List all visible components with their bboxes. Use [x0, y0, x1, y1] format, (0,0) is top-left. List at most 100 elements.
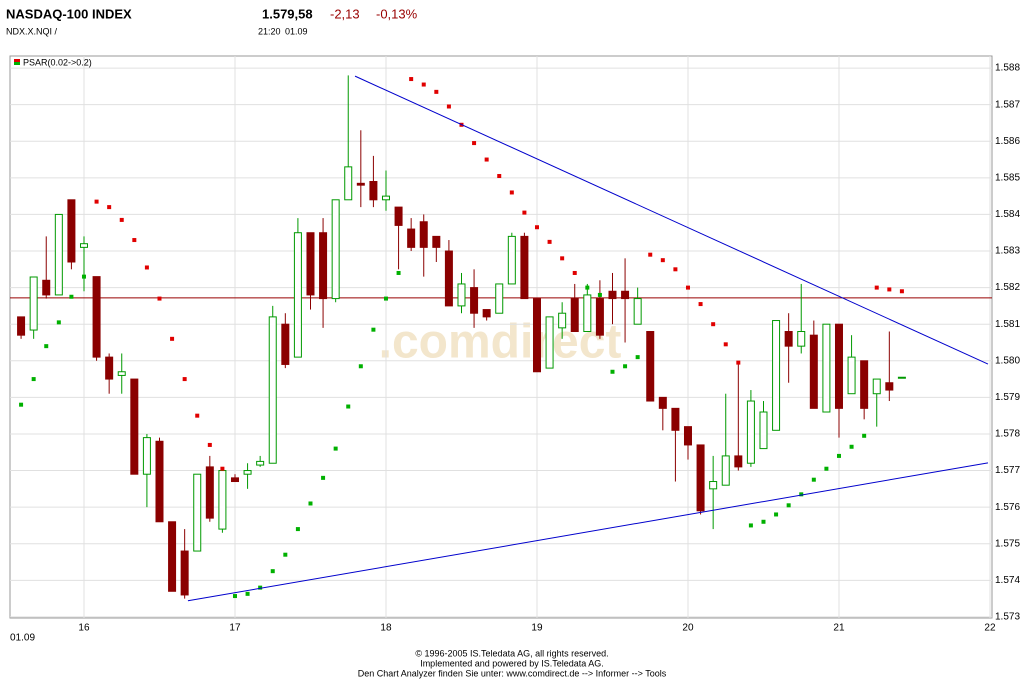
legend-swatch — [14, 62, 20, 65]
y-tick-label: 1.576 — [995, 502, 1020, 513]
candle-body — [759, 411, 768, 450]
candle-body — [142, 437, 151, 475]
candle-body — [507, 235, 516, 285]
psar-dot — [383, 296, 388, 301]
candle-body — [407, 228, 416, 248]
candle-body — [193, 473, 202, 552]
y-tick-label: 1.588 — [995, 63, 1020, 74]
psar-dot — [572, 270, 577, 275]
candle-body — [168, 521, 177, 592]
psar-dot — [836, 453, 841, 458]
psar-dot — [685, 285, 690, 290]
psar-dot — [283, 552, 288, 557]
psar-dot — [899, 289, 904, 294]
psar-dot — [107, 205, 112, 210]
candle-body — [495, 283, 504, 314]
candle-body — [79, 243, 88, 248]
psar-dot — [132, 238, 137, 243]
psar-dot — [748, 523, 753, 528]
candle-body — [872, 378, 881, 395]
change: -2,13 — [330, 6, 360, 21]
psar-dot — [673, 267, 678, 272]
candle-body — [29, 276, 38, 331]
psar-dot — [736, 360, 741, 365]
trendline — [354, 75, 989, 365]
candle-body — [457, 283, 466, 307]
candle-body — [243, 470, 252, 475]
psar-dot — [333, 446, 338, 451]
psar-dot — [358, 364, 363, 369]
candle-body — [155, 440, 164, 523]
psar-dot — [862, 433, 867, 438]
footer-line: Implemented and powered by IS.Teledata A… — [420, 658, 604, 668]
psar-dot — [19, 402, 24, 407]
candle-body — [432, 235, 441, 248]
x-tick-label: 22 — [984, 623, 996, 634]
candle-body — [381, 195, 390, 201]
psar-dot — [371, 327, 376, 332]
candle-body — [709, 481, 718, 490]
plot-area — [9, 55, 993, 619]
psar-dot — [484, 157, 489, 162]
psar-dot — [81, 274, 86, 279]
candle-body — [746, 400, 755, 464]
candle-body — [205, 466, 214, 519]
candle-body — [784, 331, 793, 347]
legend-swatch — [14, 59, 20, 62]
psar-dot — [220, 466, 225, 471]
candle-body — [419, 221, 428, 248]
candle-body — [683, 426, 692, 446]
change-pct: -0,13% — [376, 6, 418, 21]
candle-body — [671, 407, 680, 431]
psar-dot — [69, 294, 74, 299]
candle-body — [117, 371, 126, 376]
y-tick-label: 1.580 — [995, 355, 1020, 366]
psar-dot — [786, 503, 791, 508]
candle-body — [470, 287, 479, 314]
candle-body — [822, 323, 831, 413]
candle-body — [444, 250, 453, 307]
candle-body — [595, 298, 604, 336]
psar-dot — [346, 404, 351, 409]
psar-dot — [434, 89, 439, 94]
psar-dot — [321, 475, 326, 480]
psar-dot — [585, 285, 590, 290]
psar-dot — [31, 377, 36, 382]
psar-dot — [245, 591, 250, 596]
candle-body — [696, 444, 705, 512]
candle-body — [293, 232, 302, 358]
psar-dot — [887, 287, 892, 292]
date-label: 01.09 — [10, 633, 35, 644]
y-tick-label: 1.574 — [995, 575, 1020, 586]
candle-body — [42, 279, 51, 296]
psar-dot — [270, 569, 275, 574]
y-tick-label: 1.581 — [995, 319, 1020, 330]
psar-dot — [824, 466, 829, 471]
psar-dot — [409, 77, 414, 82]
trendline — [187, 462, 989, 602]
candle-body — [570, 298, 579, 333]
x-tick-label: 18 — [380, 623, 392, 634]
candle-body — [532, 298, 541, 373]
candle-body — [218, 470, 227, 530]
candle-body — [256, 460, 265, 466]
psar-dot — [623, 364, 628, 369]
candle-body — [306, 232, 315, 296]
candle-body — [809, 334, 818, 409]
candle-body — [772, 320, 781, 431]
y-tick-label: 1.575 — [995, 538, 1020, 549]
psar-dot — [761, 519, 766, 524]
psar-dot — [258, 585, 263, 590]
candle-body — [558, 312, 567, 329]
candle-body — [331, 199, 340, 300]
candle-body — [885, 382, 894, 391]
psar-dot — [711, 322, 716, 327]
psar-dot — [522, 210, 527, 215]
candle-body — [394, 206, 403, 226]
psar-dot — [774, 512, 779, 517]
candle-body — [268, 316, 277, 464]
candle-body — [369, 180, 378, 201]
y-tick-label: 1.584 — [995, 209, 1020, 220]
psar-dot — [597, 292, 602, 297]
psar-dot — [157, 296, 162, 301]
